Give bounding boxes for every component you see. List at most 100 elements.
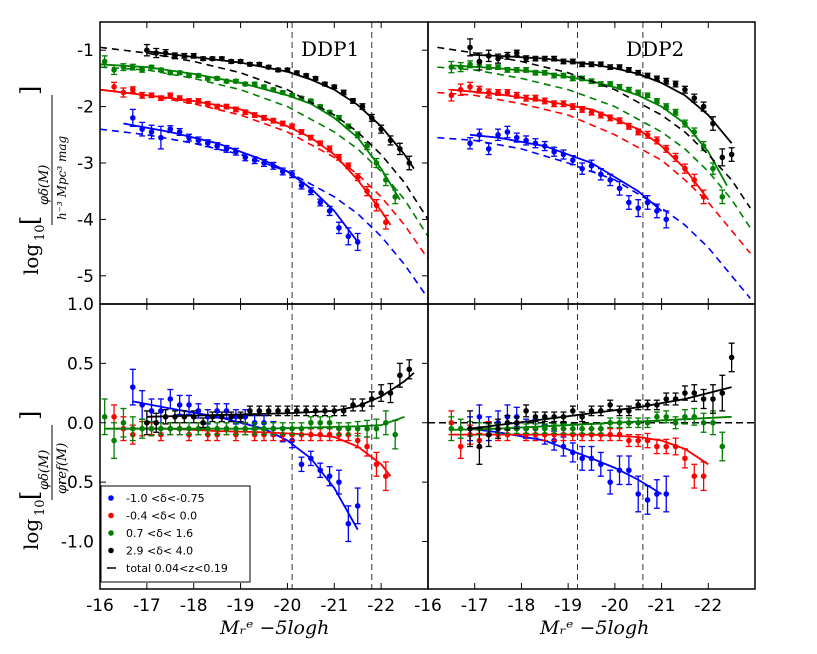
data-point [541, 425, 548, 432]
data-point [354, 239, 361, 245]
y-tick-label: -5 [77, 267, 94, 287]
data-point [387, 137, 394, 144]
data-point [579, 455, 585, 462]
data-point [513, 92, 520, 99]
svg-text:[: [ [16, 216, 44, 225]
data-point [204, 425, 211, 432]
svg-text:]: ] [16, 86, 44, 95]
data-point [326, 431, 333, 438]
data-point [308, 134, 314, 141]
data-point [322, 408, 328, 414]
data-point [247, 61, 253, 68]
data-point [644, 199, 651, 206]
svg-text:]: ] [16, 411, 44, 420]
data-point [158, 95, 164, 101]
data-point [513, 50, 520, 56]
data-point [139, 67, 145, 73]
data-point [541, 69, 548, 76]
data-point [635, 129, 642, 135]
data-point [728, 354, 735, 361]
data-point [598, 61, 604, 68]
data-point [223, 146, 230, 152]
legend-box [100, 485, 251, 583]
data-point [598, 425, 604, 432]
panel-top-left: -1 -2 -3 -4 -5 [77, 21, 429, 305]
data-point [242, 109, 249, 116]
data-point [209, 55, 216, 62]
x-tick-label: -19 [227, 596, 255, 616]
data-point [359, 103, 366, 110]
data-point [326, 146, 333, 152]
data-point [541, 143, 548, 149]
data-point [406, 160, 413, 166]
data-point [495, 89, 501, 96]
data-point [672, 443, 679, 450]
data-point [579, 425, 585, 432]
data-point [186, 134, 192, 141]
data-point [560, 58, 567, 65]
data-point [523, 95, 529, 101]
data-point [523, 55, 529, 62]
data-point [710, 396, 716, 402]
data-point [233, 148, 239, 155]
y-tick-label: -1.0 [61, 533, 94, 553]
data-point [682, 86, 688, 93]
data-point [467, 84, 473, 90]
data-point [485, 146, 492, 152]
data-point [457, 425, 464, 432]
panel-title-ddp2: DDP2 [626, 37, 684, 61]
y-axis-label-bottom: log 10 [ φδ(M) φref(M) ] [16, 411, 70, 550]
data-point [504, 419, 511, 426]
legend-entry: -0.4 <δ< 0.0 [108, 510, 197, 523]
data-point [251, 112, 258, 118]
data-point [167, 396, 174, 402]
data-point [644, 402, 651, 408]
data-point [719, 443, 726, 450]
total-curve [100, 66, 428, 237]
data-point [476, 443, 483, 450]
data-point [635, 402, 642, 408]
data-point [237, 58, 244, 65]
data-point [195, 98, 202, 104]
data-point [504, 129, 511, 135]
data-point [326, 419, 333, 426]
data-point [495, 425, 501, 432]
data-point [551, 55, 557, 62]
data-point [176, 69, 183, 76]
data-point [682, 414, 688, 420]
data-point [710, 419, 716, 426]
data-point [120, 89, 127, 96]
data-point [663, 103, 670, 110]
y-label-top-den: h⁻³ Mpc³ mag [55, 135, 69, 220]
data-point [261, 425, 267, 432]
legend-label: -0.4 <δ< 0.0 [126, 510, 197, 523]
legend-marker [108, 512, 114, 519]
data-point [551, 414, 557, 420]
data-point [148, 425, 155, 432]
series-2 [437, 60, 751, 229]
x-axis-label-right: Mᵣᵉ −5logh [539, 617, 649, 639]
data-point [532, 425, 539, 432]
data-point [467, 425, 473, 432]
data-point [167, 69, 174, 76]
total-curve [100, 46, 428, 220]
data-point [397, 372, 403, 379]
data-point [626, 408, 632, 414]
panel-frame [427, 303, 756, 590]
data-point [626, 86, 632, 93]
data-point [504, 53, 511, 59]
data-point [495, 132, 501, 138]
data-point [682, 390, 688, 396]
y-tick-label: 0.0 [67, 414, 94, 434]
data-point [289, 171, 295, 178]
data-point [261, 84, 267, 90]
data-point [570, 425, 576, 432]
data-point [204, 100, 211, 107]
data-point [247, 408, 253, 414]
series-2 [100, 55, 428, 237]
data-point [331, 408, 338, 414]
x-tick-label: -17 [461, 596, 489, 616]
data-point [551, 100, 557, 107]
data-point [130, 115, 136, 121]
plot-area [437, 22, 751, 304]
